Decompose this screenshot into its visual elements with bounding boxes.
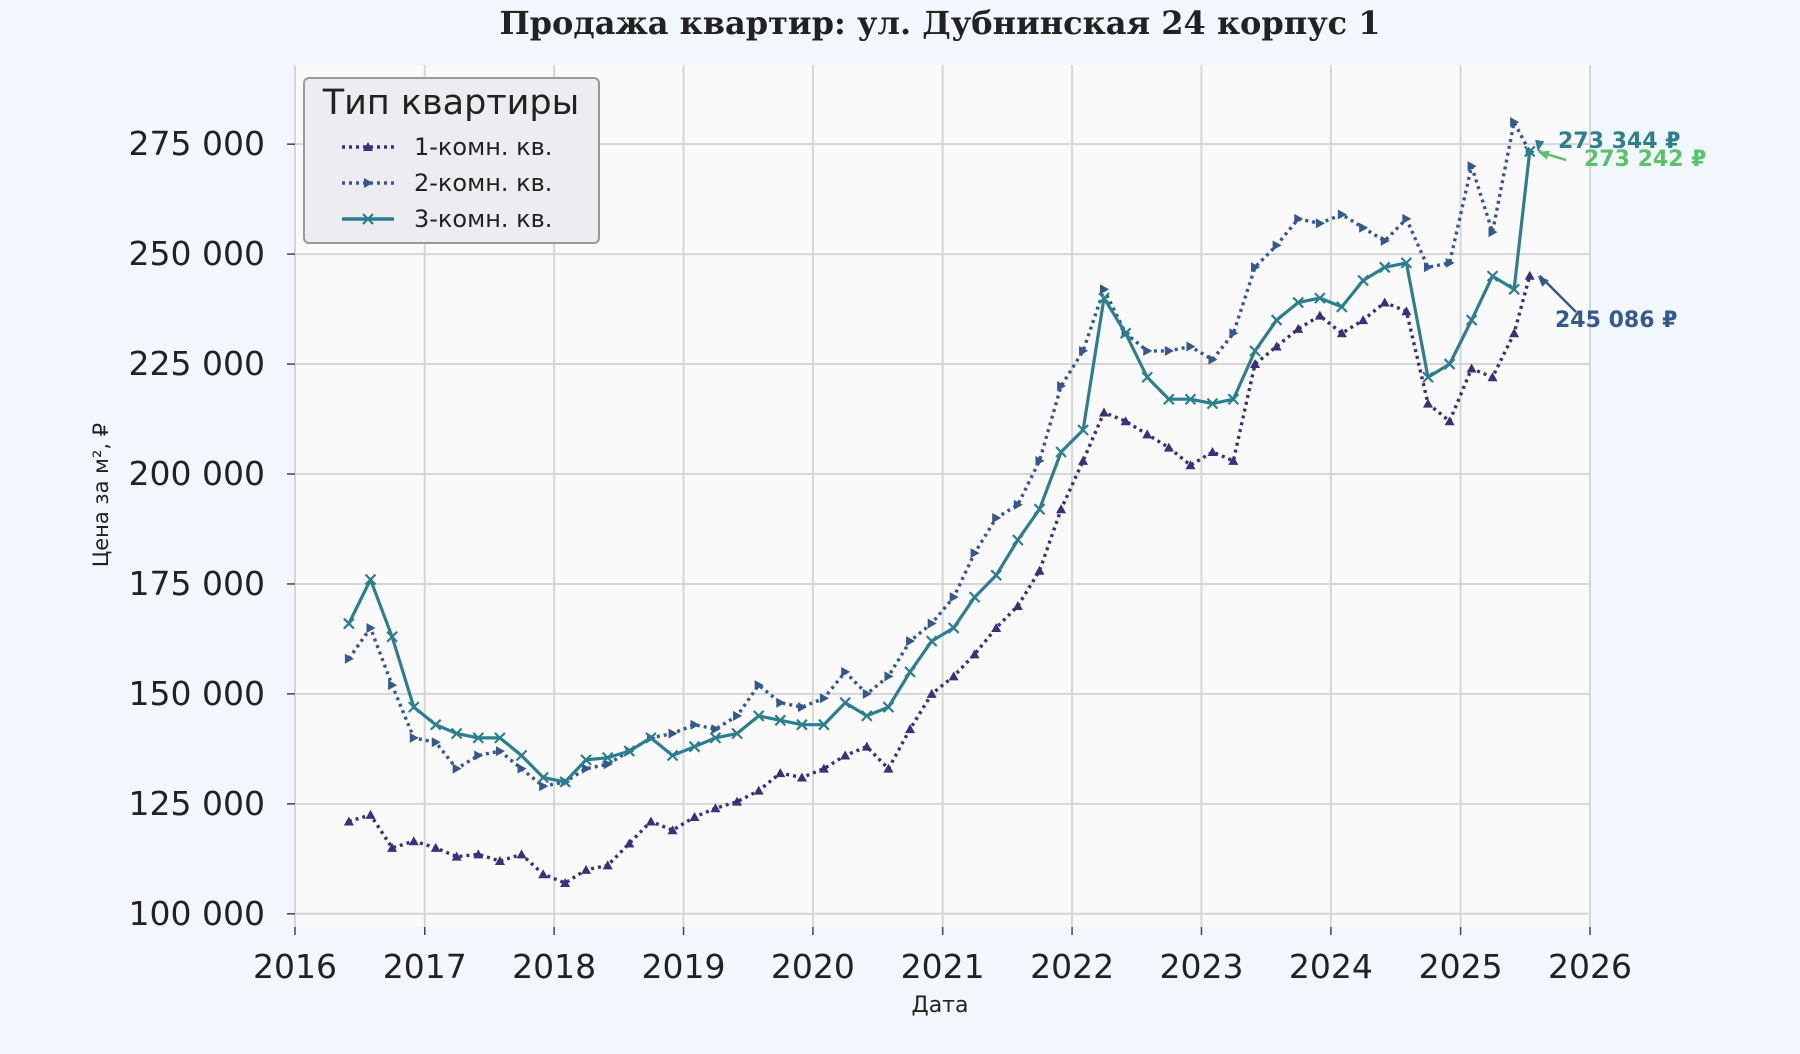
legend-entry-label: 1-комн. кв. bbox=[414, 133, 552, 161]
x-tick-label: 2022 bbox=[1030, 947, 1114, 986]
y-tick-label: 125 000 bbox=[129, 784, 265, 823]
y-tick-label: 175 000 bbox=[129, 564, 265, 603]
legend-entry-label: 3-комн. кв. bbox=[414, 205, 552, 233]
y-tick-label: 200 000 bbox=[129, 454, 265, 493]
y-tick-label: 150 000 bbox=[129, 674, 265, 713]
x-tick-label: 2016 bbox=[253, 947, 337, 986]
x-axis-label: Дата bbox=[912, 993, 969, 1018]
y-tick-label: 225 000 bbox=[129, 344, 265, 383]
x-tick-label: 2025 bbox=[1419, 947, 1503, 986]
x-tick-label: 2018 bbox=[512, 947, 596, 986]
y-tick-label: 275 000 bbox=[129, 124, 265, 163]
y-tick-label: 100 000 bbox=[129, 894, 265, 933]
x-tick-label: 2021 bbox=[901, 947, 985, 986]
x-tick-label: 2024 bbox=[1289, 947, 1373, 986]
annotation-label: 245 086 ₽ bbox=[1555, 308, 1677, 333]
y-tick-label: 250 000 bbox=[129, 234, 265, 273]
legend-entry-label: 2-комн. кв. bbox=[414, 169, 552, 197]
legend: Тип квартиры 1-комн. кв. 2-комн. кв. 3-ком… bbox=[304, 78, 599, 243]
x-tick-label: 2019 bbox=[642, 947, 726, 986]
legend-title: Тип квартиры bbox=[322, 83, 580, 123]
x-tick-label: 2020 bbox=[771, 947, 855, 986]
x-tick-label: 2023 bbox=[1159, 947, 1243, 986]
annotation-label: 273 242 ₽ bbox=[1584, 147, 1706, 172]
x-tick-label: 2026 bbox=[1548, 947, 1632, 986]
chart-title: Продажа квартир: ул. Дубнинская 24 корпу… bbox=[499, 4, 1380, 42]
y-axis-ticks: 100 000 125 000 150 000 175 000 200 000 225 0… bbox=[129, 124, 295, 933]
y-axis-label: Цена за м², ₽ bbox=[89, 423, 113, 567]
x-tick-label: 2017 bbox=[383, 947, 467, 986]
x-axis-ticks: 2016 2017 2018 2019 2020 2021 2022 2023 2024 2025… bbox=[253, 927, 1632, 986]
